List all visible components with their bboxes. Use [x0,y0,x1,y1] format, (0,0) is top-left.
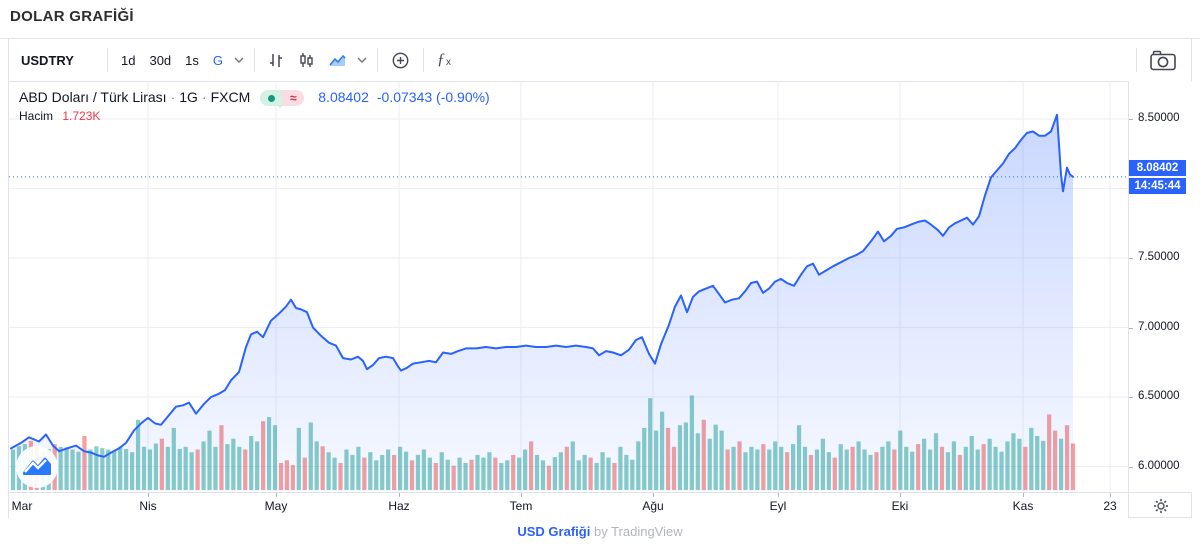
time-axis-label: Haz [388,499,410,513]
time-axis-label: Eyl [769,499,787,513]
status-dot-icon [267,94,275,102]
time-axis-tick [1110,493,1111,497]
last-price-badge: 8.08402 [1129,159,1186,176]
interval-button-1s[interactable]: 1s [185,52,199,68]
time-axis-tick [653,493,654,497]
toolbar-divider [377,48,379,72]
price-tick [1129,466,1133,468]
time-axis-tick [276,493,277,497]
time-axis-tick [778,493,779,497]
time-axis-label: Eki [891,499,909,513]
chart-plot-area[interactable]: ABD Doları / Türk Lirası · 1G · FXCM ≈ 8… [9,81,1128,492]
time-axis-label: Tem [509,499,533,513]
volume-label: Hacim [19,109,54,123]
price-tick [1129,258,1133,259]
area-chart-type-icon-selected[interactable] [322,49,353,72]
series-interval: 1G [179,89,198,105]
toolbar-divider [1136,48,1137,72]
time-axis-tick [900,493,901,497]
countdown-badge: 14:45:44 [1129,177,1186,194]
chart-legend: ABD Doları / Türk Lirası · 1G · FXCM ≈ 8… [19,89,490,106]
page-title: DOLAR GRAFİĞİ [10,8,134,25]
price-tick [1129,119,1133,120]
symbol-button[interactable]: USDTRY [21,52,74,68]
approx-icon: ≈ [289,91,297,105]
interval-chevron-down-icon[interactable] [230,55,248,65]
fx-subscript: x [446,57,452,68]
price-tick [1129,327,1133,329]
compare-add-icon[interactable] [384,47,417,74]
price-chart-svg [9,81,1128,492]
footer-link[interactable]: USD Grafiği [517,524,591,539]
price-axis[interactable]: 8.50000 7.50000 7.00000 6.50000 6.00000 8.084… [1128,81,1192,492]
price-tick [1129,397,1133,398]
legend-separator: · [170,89,176,105]
time-axis-label: Kas [1012,499,1034,513]
series-title: ABD Doları / Türk Lirası [19,89,167,105]
tradingview-logo-watermark[interactable] [15,445,59,489]
bar-chart-type-icon[interactable] [261,48,291,73]
axis-settings-corner[interactable] [1128,492,1192,518]
chart-footer: USD Grafiği by TradingView [0,524,1200,539]
chart-type-chevron-down-icon[interactable] [353,55,371,65]
time-axis-label: May [264,499,288,513]
last-price-value: 8.08402 [318,89,369,105]
interval-button-30d[interactable]: 30d [149,52,172,68]
time-axis[interactable]: Mar Nis May Haz Tem Ağu Eyl Eki Kas 23 [9,492,1128,518]
volume-legend-row: Hacim 1.723K [19,109,100,123]
snapshot-camera-icon[interactable] [1143,46,1183,75]
toolbar-divider [107,48,108,72]
time-axis-tick [399,493,400,497]
toolbar-divider [254,48,256,72]
interval-button-G[interactable]: G [212,52,224,68]
interval-group: 1d 30d 1s G [114,49,230,72]
price-change-value: -0.07343 (-0.90%) [376,89,490,105]
legend-separator: · [201,89,207,105]
time-axis-label: Nis [139,499,157,513]
candlestick-chart-type-icon[interactable] [291,48,322,73]
gear-icon [1153,498,1168,513]
time-axis-label: 23 [1103,499,1117,513]
time-axis-label: Mar [11,499,33,513]
footer-byline: by TradingView [594,524,683,539]
fx-glyph: ƒ [437,51,446,68]
volume-value: 1.723K [62,109,101,123]
time-axis-tick [1023,493,1024,497]
series-exchange: FXCM [210,89,251,105]
time-axis-label: Ağu [642,499,664,513]
interval-button-1d[interactable]: 1d [121,52,136,68]
footer-byline-text: by TradingView [593,524,683,539]
time-axis-tick [521,493,522,497]
toolbar-divider [423,48,425,72]
delayed-data-indicator: ≈ [282,90,305,106]
time-axis-tick [148,493,149,497]
